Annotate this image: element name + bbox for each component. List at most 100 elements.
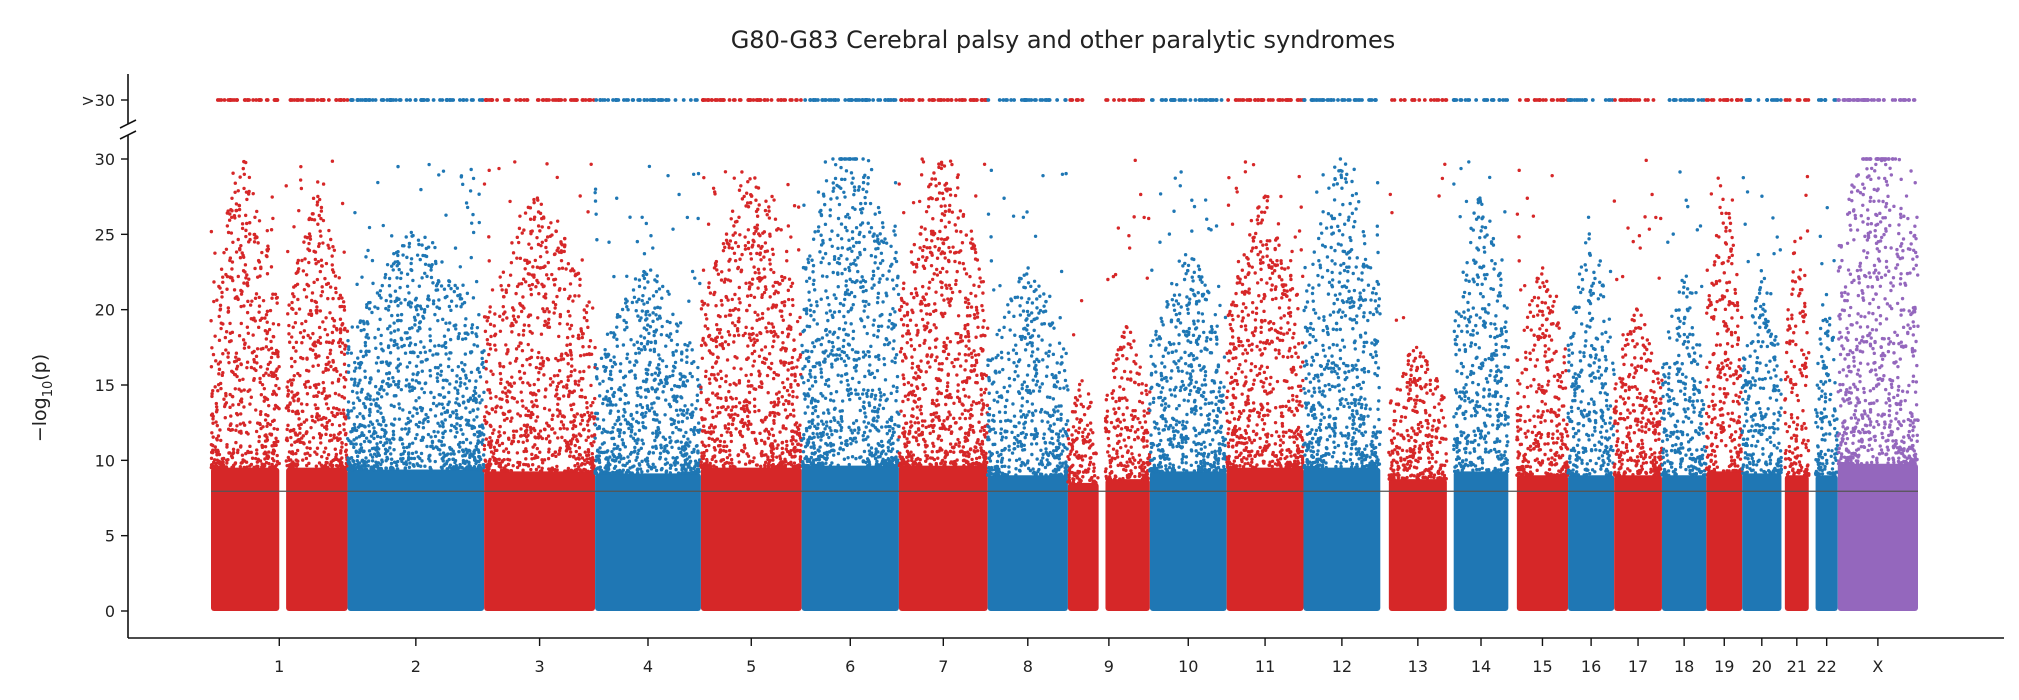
data-point — [470, 323, 475, 327]
data-point — [510, 396, 514, 400]
data-point — [269, 228, 274, 232]
data-point — [374, 361, 379, 365]
data-point — [292, 393, 296, 397]
data-point — [307, 312, 311, 316]
data-point — [548, 234, 553, 238]
data-point — [841, 344, 846, 349]
data-point — [849, 290, 854, 295]
data-point — [727, 448, 732, 453]
data-point — [320, 464, 325, 469]
data-point — [470, 326, 474, 330]
data-point — [501, 270, 506, 274]
data-point — [889, 244, 893, 248]
data-point — [454, 463, 458, 468]
data-point — [370, 310, 374, 315]
data-point — [763, 440, 767, 444]
data-point — [724, 379, 728, 384]
data-point — [767, 205, 771, 209]
data-point — [609, 386, 614, 391]
data-point — [454, 409, 458, 413]
data-point — [520, 231, 524, 235]
data-point — [753, 310, 757, 315]
data-point — [625, 299, 629, 303]
data-point — [731, 405, 735, 409]
data-point — [353, 466, 358, 470]
data-point — [494, 457, 499, 462]
data-point — [376, 306, 380, 311]
data-point — [671, 373, 675, 378]
data-point — [287, 332, 291, 336]
data-point — [771, 252, 775, 257]
data-point — [298, 178, 303, 182]
data-point — [716, 411, 721, 415]
data-point — [340, 341, 345, 345]
data-point — [622, 407, 626, 412]
data-point — [862, 325, 867, 329]
data-point — [644, 313, 648, 317]
data-point — [265, 309, 270, 314]
data-point — [375, 419, 379, 423]
data-point — [257, 435, 262, 439]
data-point — [419, 451, 424, 456]
data-point — [567, 389, 572, 394]
data-point — [416, 329, 420, 333]
data-point — [727, 245, 731, 250]
data-point — [716, 405, 720, 410]
data-point — [391, 429, 396, 434]
data-point — [765, 213, 769, 217]
data-point — [695, 377, 700, 382]
data-point — [342, 412, 346, 416]
data-point — [831, 345, 835, 349]
data-point — [265, 272, 270, 276]
data-point — [709, 430, 713, 434]
data-point — [764, 357, 769, 361]
data-point — [582, 316, 587, 320]
data-point — [501, 312, 506, 316]
data-point — [702, 175, 706, 180]
data-point — [240, 251, 244, 255]
data-point — [483, 418, 487, 423]
data-point — [235, 424, 239, 428]
data-point — [863, 304, 867, 308]
data-point — [514, 347, 519, 351]
data-point — [247, 345, 251, 349]
data-point — [852, 192, 856, 197]
data-point — [625, 274, 629, 278]
data-point — [587, 300, 591, 304]
data-point — [385, 437, 389, 441]
data-point — [589, 383, 593, 388]
data-point — [226, 458, 230, 462]
data-point — [209, 319, 213, 323]
data-point — [538, 450, 542, 454]
data-point — [257, 219, 262, 223]
data-point — [269, 265, 274, 269]
data-point — [586, 210, 590, 214]
data-point — [515, 465, 520, 470]
data-point — [706, 430, 711, 434]
data-point — [436, 366, 440, 370]
data-point — [580, 414, 584, 419]
data-point — [460, 337, 465, 341]
data-point — [422, 310, 427, 314]
data-point — [316, 363, 321, 368]
data-point — [733, 412, 737, 416]
data-point — [595, 366, 599, 371]
data-point — [359, 328, 363, 333]
data-point — [740, 252, 744, 257]
data-point — [384, 423, 388, 428]
y-axis-label-main: −log — [29, 397, 51, 442]
data-point — [890, 433, 895, 438]
data-point — [877, 387, 882, 392]
data-point — [363, 343, 368, 348]
data-point — [273, 464, 278, 469]
data-point — [709, 423, 714, 427]
data-point — [810, 411, 815, 416]
data-point — [635, 360, 639, 364]
data-point — [263, 316, 267, 320]
data-point — [798, 448, 802, 453]
data-point — [315, 277, 320, 282]
data-point — [630, 300, 635, 305]
data-point — [552, 311, 556, 315]
data-point — [751, 459, 755, 464]
data-point — [330, 268, 335, 272]
